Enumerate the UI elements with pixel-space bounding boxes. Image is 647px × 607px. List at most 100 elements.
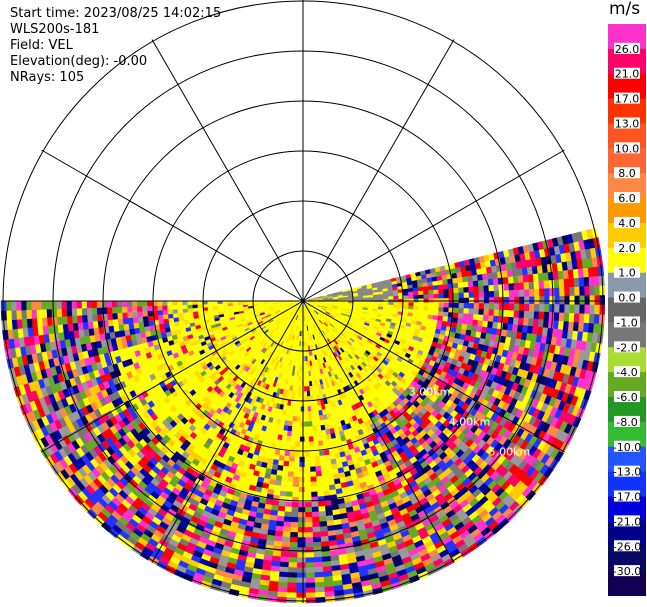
radar-gate — [319, 521, 328, 528]
radar-gate — [304, 496, 312, 503]
radar-gate — [313, 556, 323, 563]
radar-gate — [295, 436, 301, 443]
radar-gate — [539, 304, 545, 313]
radar-gate — [467, 281, 474, 288]
radar-gate — [498, 290, 505, 298]
radar-gate — [315, 475, 323, 482]
radar-gate — [304, 522, 313, 528]
radar-gate — [276, 591, 288, 598]
radar-gate — [408, 302, 414, 307]
radar-gate — [443, 288, 449, 295]
radar-gate — [517, 317, 525, 326]
radar-gate — [298, 461, 305, 468]
radar-gate — [467, 275, 474, 283]
radar-gate — [311, 420, 317, 427]
radar-gate — [305, 577, 315, 584]
radar-gate — [299, 431, 305, 438]
radar-gate — [323, 490, 331, 497]
radar-gate — [321, 475, 329, 482]
radar-gate — [308, 436, 314, 443]
radar-gate — [303, 406, 308, 412]
radar-gate — [293, 466, 300, 473]
radar-gate — [413, 305, 419, 311]
radar-gate — [508, 290, 515, 298]
radar-gate — [290, 431, 296, 437]
radar-gate — [553, 312, 560, 322]
radar-gate — [305, 582, 316, 589]
radar-gate — [462, 313, 469, 320]
radar-gate — [493, 303, 500, 311]
radar-gate — [548, 279, 555, 289]
radar-gate — [305, 572, 315, 579]
radar-gate — [318, 505, 326, 513]
radar-gate — [569, 304, 575, 314]
radar-gate — [299, 441, 305, 448]
radar-gate — [286, 582, 297, 589]
radar-gate — [393, 292, 399, 297]
radar-gate — [298, 476, 305, 483]
radar-gate — [279, 566, 289, 573]
radar-gate — [304, 476, 311, 483]
radar-gate — [462, 318, 469, 325]
radar-gate — [589, 295, 596, 306]
radar-gate — [524, 303, 530, 312]
radar-gate — [292, 486, 299, 493]
radar-gate — [423, 294, 430, 299]
radar-gate — [305, 567, 315, 573]
radar-gate — [418, 294, 424, 300]
radar-gate — [563, 278, 570, 288]
radar-gate — [437, 284, 444, 290]
radar-gate — [318, 510, 327, 518]
radar-gate — [593, 276, 600, 287]
radar-gate — [291, 421, 297, 427]
radar-gate — [532, 318, 540, 328]
radar-gate — [468, 308, 475, 315]
radar-gate — [544, 296, 550, 305]
radar-gate — [513, 289, 520, 298]
radar-gate — [306, 401, 312, 407]
radar-gate — [285, 435, 292, 442]
radar-gate — [507, 316, 514, 325]
radar-gate — [312, 425, 318, 432]
radar-gate — [296, 552, 306, 558]
radar-gate — [279, 561, 289, 568]
radar-gate — [539, 288, 545, 297]
radar-gate — [297, 532, 306, 538]
radar-gate — [573, 313, 580, 323]
radar-gate — [299, 426, 305, 433]
radar-gate — [452, 282, 459, 289]
radar-gate — [538, 311, 545, 321]
radar-gate — [508, 303, 515, 311]
radar-gate — [275, 474, 283, 482]
radar-gate — [311, 521, 320, 528]
radar-gate — [513, 303, 520, 312]
radar-gate — [288, 456, 295, 463]
radar-gate — [483, 303, 490, 310]
radar-gate — [522, 274, 529, 283]
radar-gate — [493, 284, 500, 292]
radar-gate — [280, 480, 288, 487]
radar-gate — [303, 351, 306, 357]
radar-gate — [559, 295, 565, 305]
radar-gate — [278, 571, 289, 578]
radar-gate — [296, 587, 306, 594]
radar-gate — [287, 577, 297, 584]
radar-gate — [433, 293, 440, 299]
radar-gate — [285, 491, 293, 498]
radar-gate — [322, 439, 329, 446]
radar-gate — [298, 497, 306, 503]
radar-gate — [418, 306, 424, 311]
radar-gate — [276, 510, 285, 517]
radar-gate — [468, 303, 475, 310]
radar-gate — [408, 295, 414, 300]
radar-gate — [483, 285, 490, 292]
radar-gate — [428, 302, 435, 308]
radar-gate — [305, 592, 316, 599]
radar-gate — [279, 450, 286, 457]
radar-gate — [287, 466, 295, 473]
radar-gate — [488, 309, 495, 317]
radar-gate — [296, 567, 306, 573]
radar-gate — [529, 296, 535, 305]
radar-gate — [309, 466, 316, 473]
radar-gate — [313, 546, 322, 553]
